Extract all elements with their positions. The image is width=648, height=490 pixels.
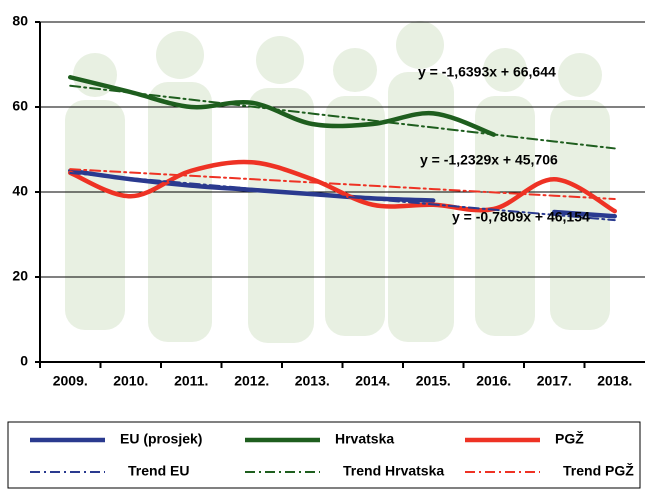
x-tick-label: 2013. bbox=[295, 373, 330, 389]
trend-equation: y = -1,2329x + 45,706 bbox=[420, 152, 558, 168]
y-tick-label: 40 bbox=[12, 183, 28, 199]
legend-box bbox=[7, 421, 641, 489]
legend-label: Trend PGŽ bbox=[563, 462, 634, 479]
legend-label: EU (prosjek) bbox=[120, 431, 202, 447]
y-tick-label: 20 bbox=[12, 268, 28, 284]
legend-label: Trend Hrvatska bbox=[343, 463, 444, 479]
y-tick-label: 0 bbox=[20, 353, 28, 369]
y-tick-label: 80 bbox=[12, 13, 28, 29]
x-tick-label: 2009. bbox=[53, 373, 88, 389]
legend-label: PGŽ bbox=[555, 430, 584, 447]
x-tick-label: 2011. bbox=[174, 373, 208, 389]
x-tick-label: 2016. bbox=[476, 373, 511, 389]
legend-label: Hrvatska bbox=[335, 431, 394, 447]
trend-line bbox=[69, 172, 616, 222]
legend-label: Trend EU bbox=[128, 463, 189, 479]
trend-equation: y = -0,7809x + 46,154 bbox=[452, 209, 590, 225]
x-tick-label: 2017. bbox=[537, 373, 572, 389]
series-line bbox=[68, 159, 617, 214]
x-tick-label: 2015. bbox=[416, 373, 451, 389]
x-tick-label: 2010. bbox=[113, 373, 148, 389]
trend-line bbox=[69, 84, 616, 150]
y-tick-label: 60 bbox=[12, 98, 28, 114]
trend-line bbox=[69, 168, 616, 201]
x-tick-label: 2018. bbox=[597, 373, 632, 389]
series-line bbox=[552, 209, 617, 219]
x-tick-label: 2014. bbox=[355, 373, 390, 389]
x-tick-label: 2012. bbox=[234, 373, 269, 389]
trend-equation: y = -1,6393x + 66,644 bbox=[418, 64, 556, 80]
